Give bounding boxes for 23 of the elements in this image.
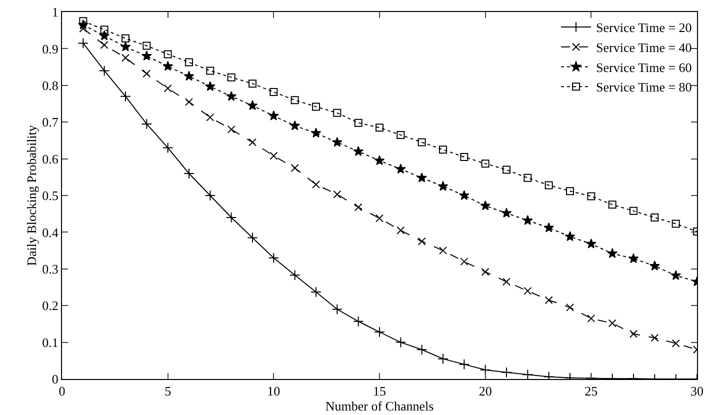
y-tick-label: 0.5 bbox=[42, 188, 58, 204]
y-tick-label: 0.3 bbox=[42, 261, 58, 276]
y-tick-label: 1 bbox=[52, 4, 58, 20]
y-tick-label: 0.7 bbox=[42, 114, 59, 130]
legend-label: Service Time = 40 bbox=[596, 40, 692, 55]
x-tick-label: 25 bbox=[584, 384, 598, 399]
x-tick-label: 5 bbox=[164, 384, 172, 399]
legend-label: Service Time = 20 bbox=[596, 20, 692, 36]
y-tick-label: 0.1 bbox=[42, 334, 58, 350]
legend-label: Service Time = 60 bbox=[596, 60, 692, 75]
y-tick-label: 0.9 bbox=[42, 41, 58, 56]
y-tick-label: 0.4 bbox=[42, 224, 59, 240]
x-tick-label: 30 bbox=[690, 384, 704, 399]
y-tick-label: 0.2 bbox=[42, 298, 58, 314]
y-tick-label: 0 bbox=[52, 372, 58, 387]
y-tick-label: 0.6 bbox=[42, 151, 59, 166]
y-tick-label: 0.8 bbox=[42, 78, 58, 93]
y-axis-title: Daily Blocking Probability bbox=[24, 124, 40, 266]
x-axis-title: Number of Channels bbox=[325, 398, 434, 414]
x-tick-label: 15 bbox=[373, 384, 386, 399]
x-tick-label: 20 bbox=[478, 384, 492, 399]
legend-label: Service Time = 80 bbox=[596, 80, 692, 95]
x-tick-label: 10 bbox=[267, 384, 280, 399]
